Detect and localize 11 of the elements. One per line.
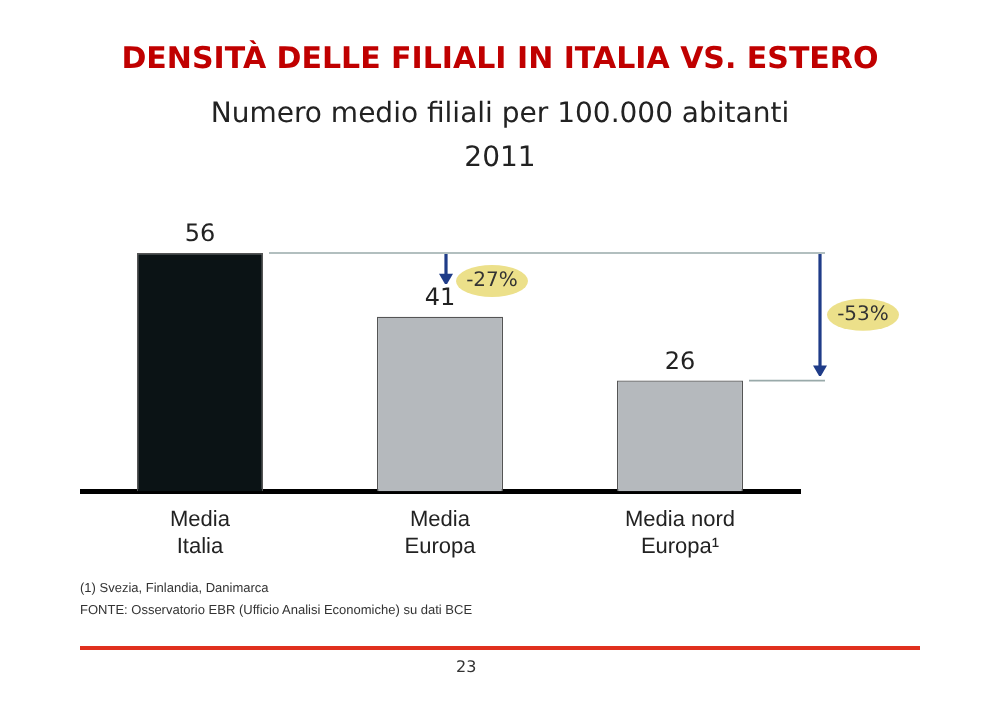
text: 23	[456, 658, 477, 676]
chart-title: DENSITÀ DELLE FILIALI IN ITALIA VS. ESTERO	[119, 40, 881, 76]
x-tick-label: Media Europa	[404, 508, 478, 559]
chart-subtitle: Numero medio filiali per 100.000 abitanti 2011	[208, 96, 792, 178]
text: -53%	[837, 304, 889, 326]
data-label: 56	[184, 219, 216, 248]
data-label: 41	[424, 283, 456, 312]
x-tick-label: Media Italia	[170, 508, 232, 559]
annotation: -27%	[466, 270, 518, 293]
data-label: 26	[664, 346, 696, 375]
x-tick-label: Media nord Europa¹	[624, 508, 736, 559]
